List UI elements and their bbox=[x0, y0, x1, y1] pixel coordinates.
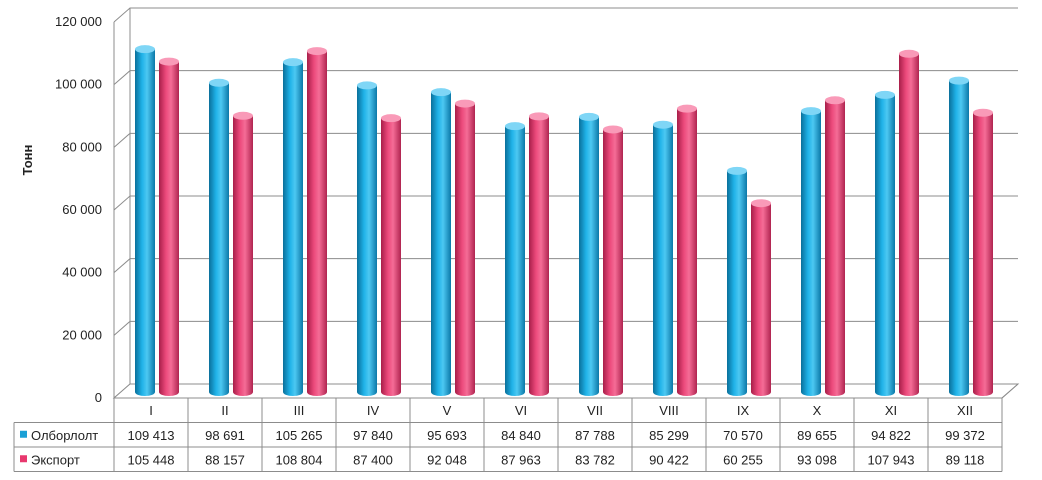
bar-olborlolt-X bbox=[801, 107, 821, 397]
data-label: 98 691 bbox=[205, 428, 245, 443]
gridline bbox=[113, 7, 1018, 23]
bar-olborlolt-XII bbox=[949, 76, 969, 396]
data-label: 108 804 bbox=[276, 452, 323, 467]
bar-export-XI bbox=[899, 49, 919, 397]
x-tick-label: I bbox=[149, 403, 153, 418]
x-tick-label: IX bbox=[737, 403, 750, 418]
y-axis-label: Тонн bbox=[20, 145, 35, 176]
x-tick-label: VIII bbox=[659, 403, 679, 418]
bar-olborlolt-V bbox=[431, 88, 451, 397]
y-tick-label: 80 000 bbox=[62, 139, 102, 154]
data-label: 105 448 bbox=[128, 452, 175, 467]
data-label: 95 693 bbox=[427, 428, 467, 443]
bar-export-VIII bbox=[677, 104, 697, 396]
x-tick-label: XI bbox=[885, 403, 897, 418]
x-tick-label: XII bbox=[957, 403, 973, 418]
bar-olborlolt-IV bbox=[357, 81, 377, 397]
bar-export-IX bbox=[751, 199, 771, 396]
x-tick-label: VII bbox=[587, 403, 603, 418]
data-label: 88 157 bbox=[205, 452, 245, 467]
bar-export-II bbox=[233, 111, 253, 397]
data-label: 92 048 bbox=[427, 452, 467, 467]
data-label: 87 400 bbox=[353, 452, 393, 467]
bar-export-I bbox=[159, 57, 179, 396]
bar-olborlolt-I bbox=[135, 45, 155, 396]
data-label: 94 822 bbox=[871, 428, 911, 443]
bar-export-VII bbox=[603, 125, 623, 396]
data-label: 85 299 bbox=[649, 428, 689, 443]
bar-olborlolt-XI bbox=[875, 90, 895, 397]
bar-export-V bbox=[455, 99, 475, 396]
data-label: 97 840 bbox=[353, 428, 393, 443]
y-tick-label: 20 000 bbox=[62, 327, 102, 342]
legend-swatch bbox=[20, 430, 27, 438]
y-tick-label: 60 000 bbox=[62, 202, 102, 217]
x-tick-label: X bbox=[813, 403, 822, 418]
bar-export-III bbox=[307, 47, 327, 396]
data-label: 87 963 bbox=[501, 452, 541, 467]
data-label: 93 098 bbox=[797, 452, 837, 467]
y-tick-label: 40 000 bbox=[62, 265, 102, 280]
data-label: 84 840 bbox=[501, 428, 541, 443]
x-tick-label: V bbox=[443, 403, 452, 418]
bar-olborlolt-VI bbox=[505, 122, 525, 396]
bar-olborlolt-VII bbox=[579, 112, 599, 396]
y-tick-label: 120 000 bbox=[55, 14, 102, 29]
data-label: 89 655 bbox=[797, 428, 837, 443]
x-tick-label: IV bbox=[367, 403, 380, 418]
y-tick-label: 100 000 bbox=[55, 77, 102, 92]
data-label: 83 782 bbox=[575, 452, 615, 467]
legend-entry: Олборлолт bbox=[31, 428, 98, 443]
bar-export-X bbox=[825, 96, 845, 396]
data-label: 89 118 bbox=[946, 452, 985, 467]
data-label: 99 372 bbox=[945, 428, 985, 443]
x-tick-label: II bbox=[221, 403, 228, 418]
data-label: 70 570 bbox=[723, 428, 763, 443]
data-label: 60 255 bbox=[723, 452, 763, 467]
floor-edge bbox=[1001, 383, 1019, 399]
y-tick-label: 0 bbox=[95, 390, 102, 405]
x-tick-label: III bbox=[294, 403, 305, 418]
bar-export-IV bbox=[381, 114, 401, 396]
bar-export-XII bbox=[973, 108, 993, 396]
x-tick-label: VI bbox=[515, 403, 527, 418]
legend-swatch bbox=[20, 455, 27, 463]
data-label: 107 943 bbox=[868, 452, 915, 467]
data-label: 105 265 bbox=[276, 428, 323, 443]
gridline bbox=[113, 70, 1018, 86]
data-label: 87 788 bbox=[575, 428, 615, 443]
data-label: 90 422 bbox=[649, 452, 689, 467]
bar-olborlolt-II bbox=[209, 78, 229, 397]
bar-olborlolt-III bbox=[283, 58, 303, 396]
data-label: 109 413 bbox=[128, 428, 175, 443]
bar-export-VI bbox=[529, 112, 549, 396]
bar-olborlolt-IX bbox=[727, 166, 747, 396]
bar-olborlolt-VIII bbox=[653, 120, 673, 396]
legend-entry: Экспорт bbox=[31, 452, 80, 467]
